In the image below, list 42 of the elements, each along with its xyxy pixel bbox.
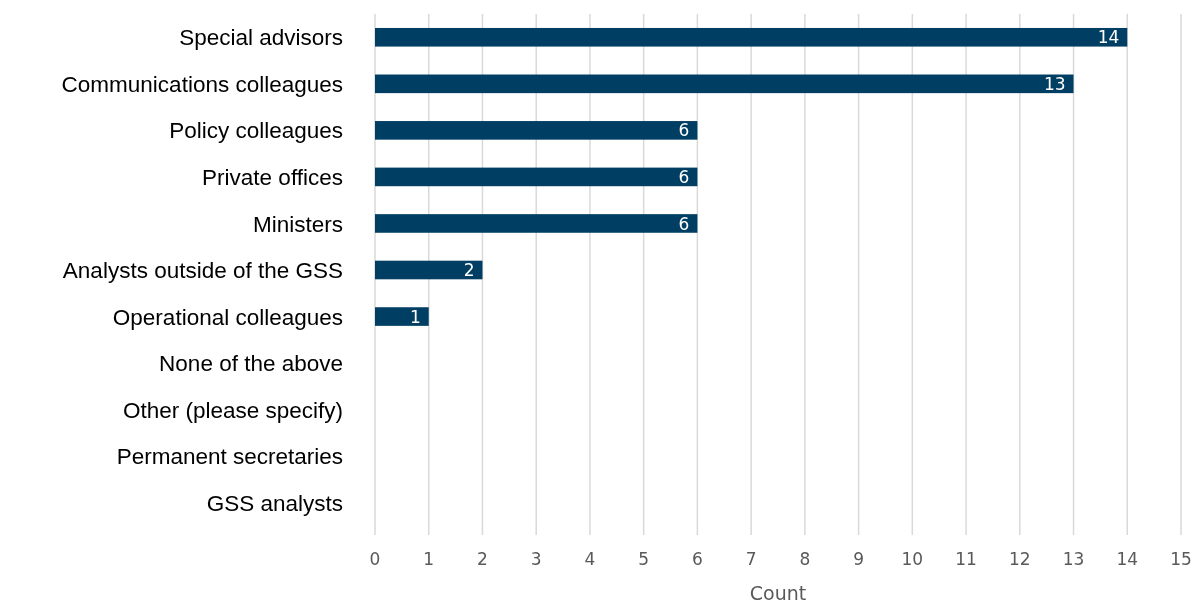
data-label: 1 (409, 306, 421, 327)
x-tick-label: 7 (745, 549, 757, 569)
x-tick-label: 15 (1170, 549, 1192, 569)
data-label: 6 (678, 120, 690, 141)
x-tick-label: 2 (477, 549, 488, 569)
y-tick-label: Policy colleagues (169, 118, 343, 144)
x-tick-label: 3 (530, 549, 542, 569)
y-tick-label: Special advisors (179, 25, 343, 51)
x-tick-label: 6 (691, 549, 703, 569)
y-tick-label: GSS analysts (206, 490, 343, 516)
bar (375, 307, 429, 326)
y-tick-label: Permanent secretaries (116, 444, 343, 470)
x-tick-label: 12 (1008, 549, 1031, 569)
data-label: 2 (463, 260, 475, 281)
x-tick-label: 8 (799, 549, 811, 569)
data-label: 6 (678, 167, 690, 188)
x-tick-label: 4 (584, 549, 596, 569)
bar (375, 121, 698, 140)
x-tick-label: 9 (853, 549, 865, 569)
y-tick-label: Operational colleagues (112, 304, 343, 330)
data-label: 6 (678, 213, 690, 234)
x-axis-title: Count (749, 582, 807, 604)
x-tick-label: 11 (955, 549, 977, 569)
x-tick-label: 5 (638, 549, 650, 569)
y-tick-label: Private offices (202, 165, 343, 191)
x-tick-label: 14 (1116, 549, 1139, 569)
y-tick-label: None of the above (159, 351, 343, 377)
x-tick-label: 13 (1062, 549, 1085, 569)
x-tick-label: 1 (423, 549, 435, 569)
bar (375, 167, 698, 187)
y-tick-label: Analysts outside of the GSS (62, 258, 343, 284)
bar (375, 27, 1128, 47)
data-label: 14 (1097, 27, 1120, 48)
y-tick-label: Other (please specify) (122, 397, 343, 423)
y-tick-label: Ministers (252, 211, 343, 237)
bar (375, 214, 698, 233)
bar (375, 74, 1074, 94)
bar (375, 260, 483, 280)
x-tick-label: 0 (369, 549, 381, 569)
data-label: 13 (1043, 73, 1066, 94)
x-tick-label: 10 (901, 549, 924, 569)
y-tick-label: Communications colleagues (61, 71, 343, 97)
